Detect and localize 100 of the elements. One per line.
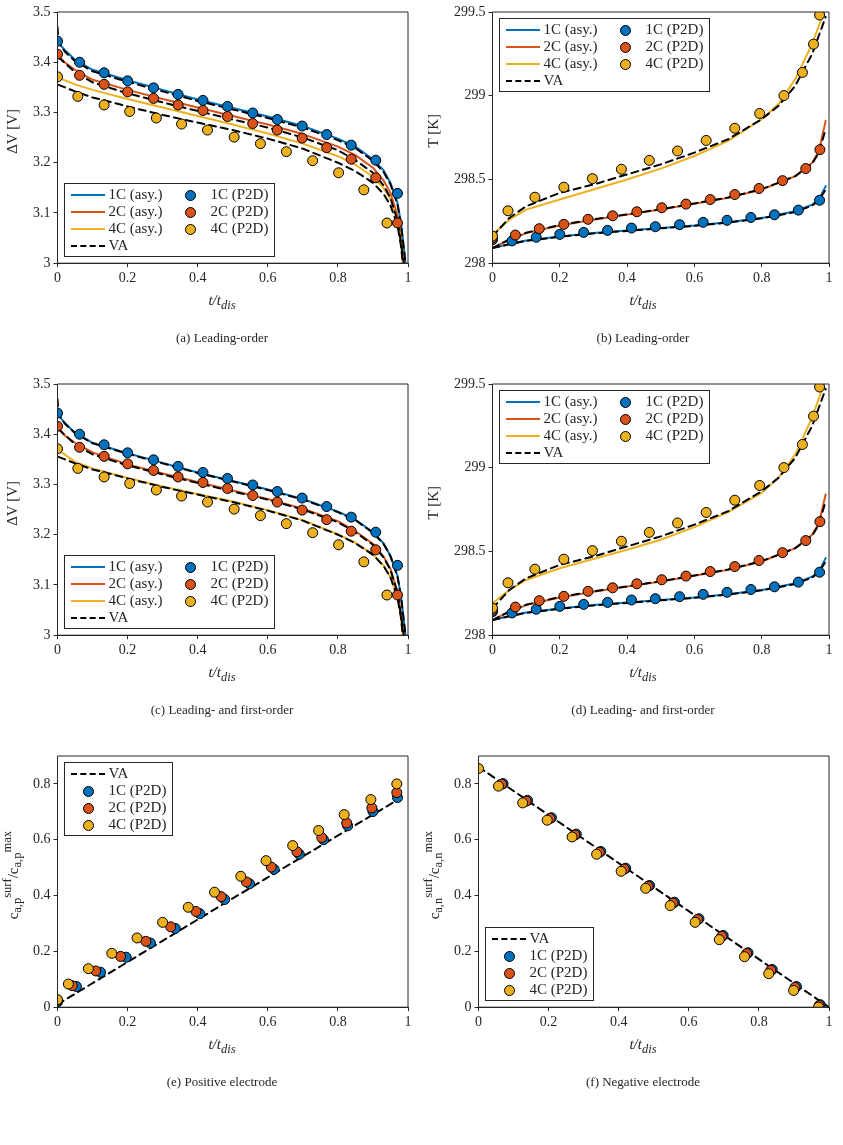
x-tick-label: 1: [404, 270, 412, 286]
x-axis-title: t/t$_{dis}$: [628, 664, 658, 685]
y-tick-label: 0: [43, 998, 51, 1014]
legend-label: 4C (P2D): [108, 816, 167, 833]
y-tick-label: 0: [464, 998, 472, 1014]
legend-label: VA: [543, 444, 564, 461]
y-tick-label: 3.5: [33, 3, 51, 19]
y-tick-label: 298.5: [454, 543, 486, 559]
legend-label: 2C (P2D): [645, 410, 704, 427]
legend-label: 4C (P2D): [645, 55, 704, 72]
y-tick-label: 0.4: [33, 887, 51, 903]
y-axis-title: T [K]: [424, 114, 442, 148]
legend-label: 1C (P2D): [645, 393, 704, 410]
legend-label: 1C (P2D): [210, 186, 269, 204]
y-tick-label: 3.1: [33, 576, 51, 592]
y-tick-label: 3: [43, 254, 51, 270]
y-tick-label: 3.5: [33, 375, 51, 391]
x-tick-label: 0.2: [551, 270, 569, 286]
legend-label: 2C (asy.): [108, 203, 163, 221]
legend-label: 1C (P2D): [529, 947, 588, 965]
x-tick-label: 0.4: [618, 642, 636, 658]
y-tick-label: 299: [464, 459, 486, 475]
legend-label: 1C (P2D): [210, 558, 269, 576]
x-tick-label: 1: [825, 1014, 833, 1030]
legend-label: 1C (P2D): [108, 782, 167, 799]
y-tick-label: 298: [464, 626, 486, 642]
legend-label: 4C (asy.): [108, 220, 163, 238]
legend-label: VA: [529, 930, 550, 948]
y-tick-label: 298: [464, 254, 486, 270]
legend-label: 4C (P2D): [210, 220, 269, 238]
y-tick-label: 3.2: [33, 526, 51, 542]
x-tick-label: 0.4: [188, 1014, 207, 1030]
text: (d) Leading- and first-order: [570, 702, 716, 718]
x-tick-label: 0.4: [618, 270, 636, 286]
legend-label: 2C (P2D): [210, 203, 269, 221]
y-tick-label: 3.1: [33, 204, 51, 220]
y-tick-label: 299.5: [454, 3, 486, 19]
x-tick-label: 0.8: [752, 270, 771, 286]
legend-label: 2C (P2D): [210, 575, 269, 593]
x-axis-title: t/t$_{dis}$: [207, 664, 237, 685]
x-tick-label: 0.8: [329, 642, 347, 658]
y-tick-label: 3.3: [33, 476, 51, 492]
y-tick-label: 299: [464, 87, 486, 103]
x-tick-label: 1: [404, 1014, 412, 1030]
y-tick-label: 3.4: [33, 425, 51, 441]
y-tick-label: 0.8: [454, 775, 472, 791]
x-tick-label: 0.6: [680, 1014, 698, 1030]
y-tick-label: 0.6: [454, 831, 472, 847]
legend-label: VA: [108, 765, 129, 782]
y-tick-label: 298.5: [454, 171, 486, 187]
text: (a) Leading-order: [175, 330, 269, 346]
text: (b) Leading-order: [595, 330, 691, 346]
y-axis-title: T [K]: [424, 486, 442, 520]
x-tick-label: 0.6: [685, 270, 704, 286]
y-axis-title: ΔV [V]: [3, 108, 21, 154]
legend-label: 4C (asy.): [543, 55, 598, 72]
y-tick-label: 3.2: [33, 154, 51, 170]
x-tick-label: 0.2: [551, 642, 569, 658]
x-tick-label: 0.8: [750, 1014, 768, 1030]
y-tick-label: 299.5: [454, 375, 486, 391]
x-tick-label: 0: [54, 1014, 61, 1030]
legend-label: 2C (P2D): [645, 38, 704, 55]
y-tick-label: 3: [43, 626, 51, 642]
x-tick-label: 0.8: [752, 642, 771, 658]
text: (f) Negative electrode: [584, 1074, 701, 1090]
x-tick-label: 0.8: [329, 270, 347, 286]
x-tick-label: 0.2: [118, 642, 137, 658]
x-tick-label: 0: [489, 270, 496, 286]
legend-label: 4C (asy.): [543, 427, 598, 444]
x-tick-label: 0.6: [259, 1014, 277, 1030]
x-tick-label: 0.6: [685, 642, 704, 658]
legend-label: 1C (asy.): [108, 558, 163, 576]
x-tick-label: 0: [54, 270, 61, 286]
text: (c) Leading- and first-order: [149, 702, 295, 718]
y-tick-label: 0.4: [454, 887, 472, 903]
x-tick-label: 0.8: [329, 1014, 347, 1030]
legend-label: 1C (P2D): [645, 21, 704, 38]
y-tick-label: 3.4: [33, 53, 51, 69]
y-tick-label: 0.2: [454, 943, 472, 959]
x-tick-label: 1: [404, 642, 412, 658]
x-axis-title: t/t$_{dis}$: [207, 1036, 237, 1057]
legend-label: 1C (asy.): [543, 21, 598, 38]
legend-label: 1C (asy.): [108, 186, 163, 204]
legend-label: 1C (asy.): [543, 393, 598, 410]
legend-label: 2C (P2D): [108, 799, 167, 816]
y-tick-label: 0.6: [33, 831, 51, 847]
x-tick-label: 0.2: [539, 1014, 558, 1030]
legend-label: 2C (asy.): [543, 38, 598, 55]
legend-label: 4C (P2D): [645, 427, 704, 444]
x-tick-label: 0: [489, 642, 496, 658]
y-tick-label: 0.8: [33, 775, 51, 791]
legend-label: 2C (asy.): [108, 575, 163, 593]
legend-label: VA: [108, 237, 129, 255]
x-tick-label: 0.2: [118, 1014, 137, 1030]
text: (e) Positive electrode: [165, 1074, 279, 1090]
x-tick-label: 0.2: [118, 270, 137, 286]
legend-label: 4C (P2D): [210, 592, 269, 610]
x-tick-label: 0.4: [609, 1014, 628, 1030]
y-tick-label: 0.2: [33, 943, 51, 959]
x-axis-title: t/t$_{dis}$: [628, 1036, 658, 1057]
